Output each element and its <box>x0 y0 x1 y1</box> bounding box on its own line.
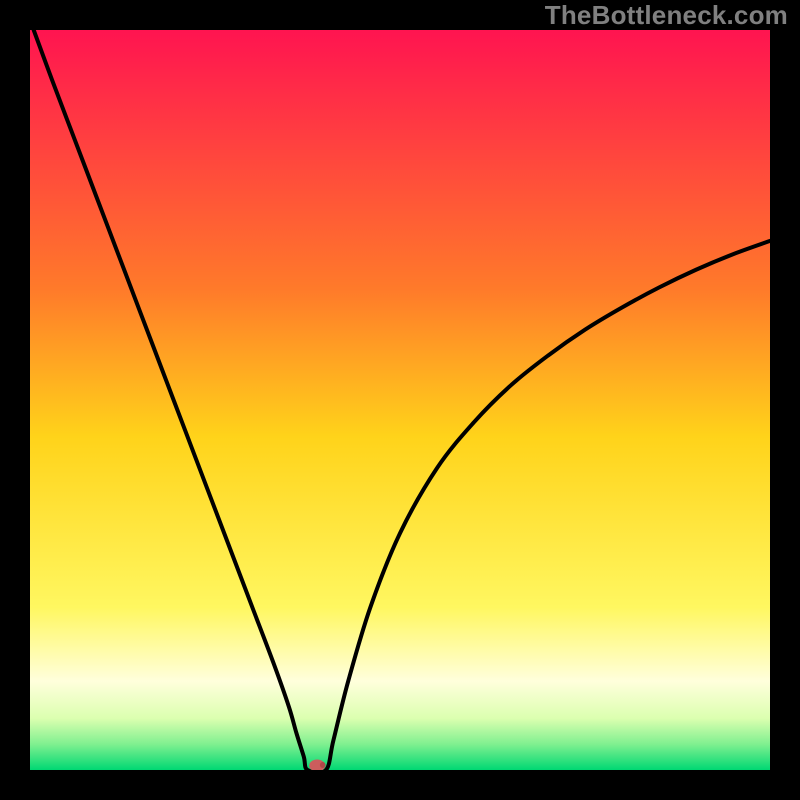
plot-area <box>30 30 770 770</box>
gradient-background <box>30 30 770 770</box>
bottleneck-curve-chart <box>30 30 770 770</box>
watermark-text: TheBottleneck.com <box>545 0 788 31</box>
chart-container: TheBottleneck.com <box>0 0 800 800</box>
